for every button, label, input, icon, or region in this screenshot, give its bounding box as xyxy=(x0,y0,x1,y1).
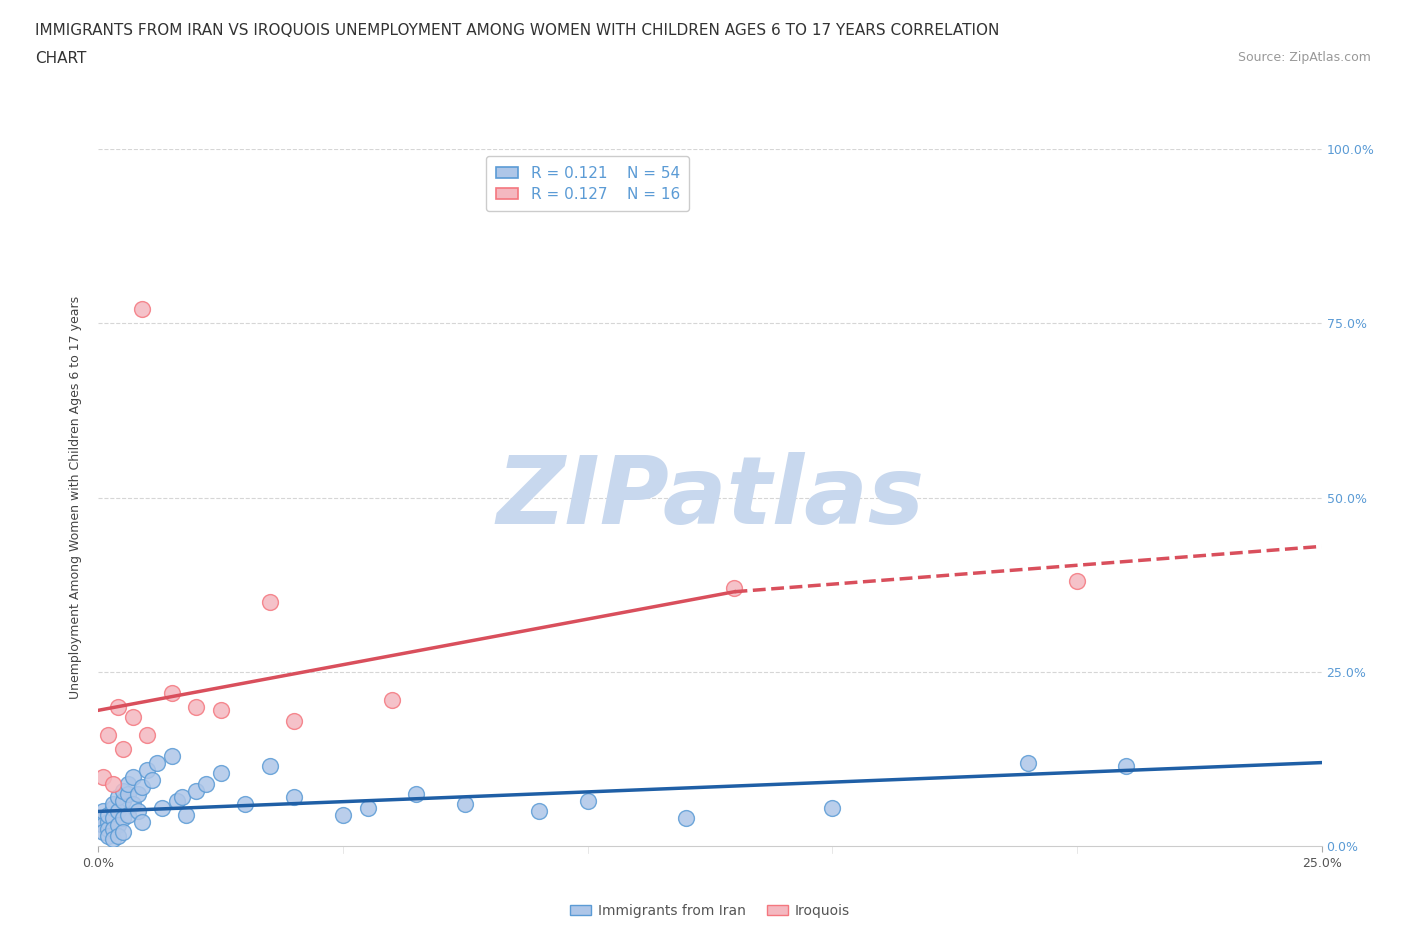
Point xyxy=(131,779,153,794)
Point xyxy=(91,804,114,819)
Point xyxy=(97,821,120,836)
Point xyxy=(97,727,120,742)
Point xyxy=(101,797,124,812)
Point xyxy=(233,797,256,812)
Text: CHART: CHART xyxy=(35,51,87,66)
Point xyxy=(1115,759,1137,774)
Point xyxy=(136,727,159,742)
Y-axis label: Unemployment Among Women with Children Ages 6 to 17 years: Unemployment Among Women with Children A… xyxy=(69,296,83,699)
Point xyxy=(121,769,143,784)
Point xyxy=(209,703,232,718)
Point xyxy=(111,783,134,798)
Point xyxy=(332,807,354,822)
Point xyxy=(101,776,124,790)
Point xyxy=(136,763,159,777)
Point xyxy=(91,825,114,840)
Point xyxy=(127,804,149,819)
Point xyxy=(186,699,208,714)
Point xyxy=(381,692,404,708)
Point xyxy=(111,793,134,808)
Point xyxy=(195,776,218,790)
Point xyxy=(1017,755,1039,770)
Point xyxy=(91,818,114,833)
Text: ZIPatlas: ZIPatlas xyxy=(496,452,924,543)
Point xyxy=(101,821,124,836)
Point xyxy=(150,801,173,816)
Point xyxy=(170,790,193,805)
Point xyxy=(1066,574,1088,589)
Point xyxy=(166,793,188,808)
Point xyxy=(111,811,134,826)
Point xyxy=(111,825,134,840)
Text: Source: ZipAtlas.com: Source: ZipAtlas.com xyxy=(1237,51,1371,64)
Point xyxy=(97,829,120,844)
Point xyxy=(283,713,305,728)
Point xyxy=(141,773,163,788)
Point xyxy=(160,685,183,700)
Point xyxy=(527,804,550,819)
Point xyxy=(723,580,745,596)
Point xyxy=(101,811,124,826)
Text: IMMIGRANTS FROM IRAN VS IROQUOIS UNEMPLOYMENT AMONG WOMEN WITH CHILDREN AGES 6 T: IMMIGRANTS FROM IRAN VS IROQUOIS UNEMPLO… xyxy=(35,23,1000,38)
Legend: Immigrants from Iran, Iroquois: Immigrants from Iran, Iroquois xyxy=(565,898,855,923)
Point xyxy=(101,801,124,816)
Point xyxy=(405,787,427,802)
Point xyxy=(127,787,149,802)
Point xyxy=(131,301,153,316)
Point xyxy=(107,699,129,714)
Point xyxy=(131,815,153,830)
Point xyxy=(821,801,844,816)
Point xyxy=(186,783,208,798)
Point xyxy=(675,811,697,826)
Point xyxy=(107,790,129,805)
Point xyxy=(283,790,305,805)
Point xyxy=(121,710,143,724)
Point xyxy=(107,829,129,844)
Point xyxy=(576,793,599,808)
Point xyxy=(90,811,112,826)
Point xyxy=(160,748,183,763)
Point xyxy=(97,807,120,822)
Point xyxy=(356,801,378,816)
Point xyxy=(209,765,232,780)
Point xyxy=(117,776,139,790)
Point xyxy=(259,759,281,774)
Point xyxy=(117,787,139,802)
Point xyxy=(259,595,281,610)
Point xyxy=(101,832,124,847)
Point xyxy=(454,797,477,812)
Point xyxy=(107,804,129,819)
Point xyxy=(111,741,134,756)
Point xyxy=(107,818,129,833)
Point xyxy=(146,755,169,770)
Point xyxy=(97,815,120,830)
Point xyxy=(117,807,139,822)
Point xyxy=(176,807,198,822)
Point xyxy=(121,797,143,812)
Point xyxy=(91,769,114,784)
